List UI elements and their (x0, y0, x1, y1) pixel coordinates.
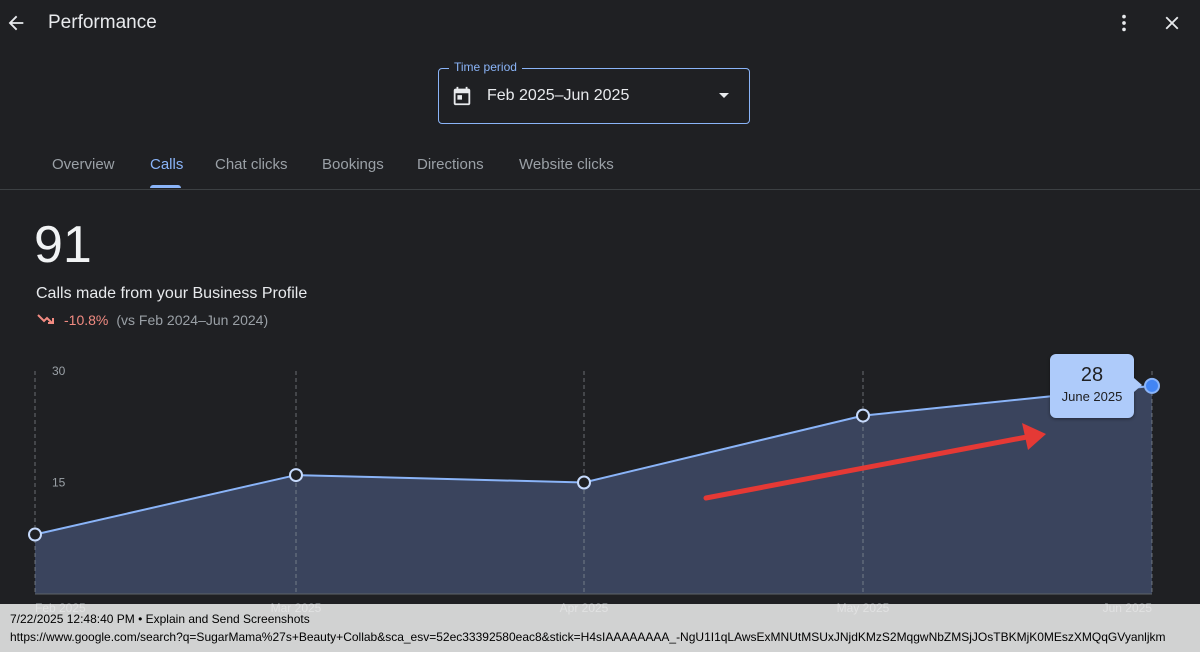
trend-comparison: (vs Feb 2024–Jun 2024) (116, 312, 269, 328)
data-point-may-2025 (856, 408, 870, 423)
arrow-back-icon (8, 15, 24, 31)
status-line-url: https://www.google.com/search?q=SugarMam… (10, 630, 1166, 644)
active-tab-indicator (150, 185, 181, 188)
data-point-apr-2025 (577, 475, 591, 490)
chart-area-fill (35, 385, 1152, 594)
top-bar: Performance (0, 0, 1200, 46)
data-point-jun-2025 (1144, 377, 1160, 394)
data-point-feb-2025 (28, 527, 42, 542)
data-point-mar-2025 (289, 468, 303, 483)
calendar-icon (453, 86, 471, 106)
chart-tooltip: 28 June 2025 (1050, 354, 1134, 418)
status-bar: 7/22/2025 12:48:40 PM • Explain and Send… (0, 604, 1200, 652)
time-period-label: Time period (449, 60, 522, 74)
tab-bookings[interactable]: Bookings (322, 156, 384, 173)
more-options-button[interactable] (1108, 7, 1140, 39)
tab-calls[interactable]: Calls (150, 156, 184, 173)
back-button[interactable] (0, 7, 32, 39)
y-tick-label: 30 (52, 364, 66, 378)
trending-down-icon (37, 314, 54, 324)
calls-description: Calls made from your Business Profile (36, 285, 308, 302)
tab-directions[interactable]: Directions (417, 156, 484, 173)
trend-row: -10.8% (vs Feb 2024–Jun 2024) (36, 312, 268, 328)
tab-chat-clicks[interactable]: Chat clicks (215, 156, 288, 173)
status-line-timestamp: 7/22/2025 12:48:40 PM • Explain and Send… (10, 612, 310, 626)
tooltip-label: June 2025 (1061, 389, 1123, 404)
page-title: Performance (48, 12, 157, 33)
tooltip-value: 28 (1080, 364, 1104, 386)
close-icon (1165, 16, 1179, 30)
chevron-down-icon (719, 93, 729, 98)
trend-percent: -10.8% (64, 312, 109, 328)
close-button[interactable] (1156, 7, 1188, 39)
tab-overview[interactable]: Overview (52, 156, 115, 173)
time-period-select[interactable]: Time period Feb 2025–Jun 2025 (438, 60, 750, 124)
time-period-value: Feb 2025–Jun 2025 (487, 87, 630, 104)
red-arrow-annotation (703, 423, 1046, 501)
more-vert-icon (1122, 14, 1126, 32)
tooltip-pointer (1134, 378, 1142, 392)
tab-website-clicks[interactable]: Website clicks (519, 156, 614, 173)
calls-total: 91 (34, 216, 92, 274)
metric-tabs: Overview Calls Chat clicks Bookings Dire… (0, 140, 1200, 190)
y-tick-label: 15 (52, 476, 66, 490)
